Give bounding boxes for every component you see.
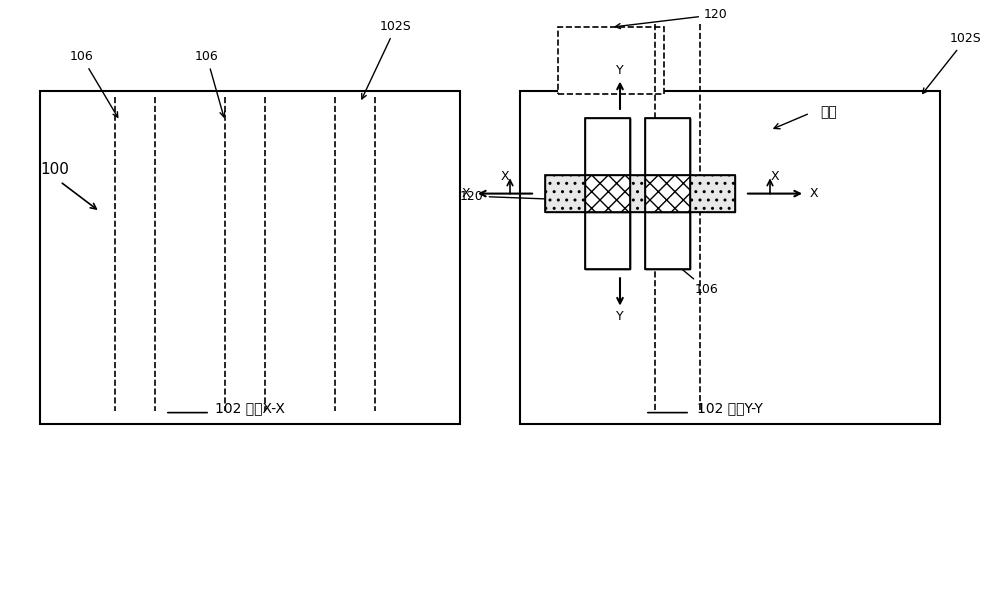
Bar [585, 175, 630, 212]
Text: Y: Y [616, 64, 624, 77]
Bar [558, 27, 664, 94]
Bar [645, 212, 690, 269]
Text: X: X [810, 187, 819, 200]
Bar [545, 175, 735, 212]
Text: 100: 100 [40, 162, 69, 177]
Text: Y: Y [616, 310, 624, 323]
Text: 120: 120 [615, 8, 728, 28]
Text: 有源: 有源 [820, 105, 837, 119]
Text: X: X [461, 187, 470, 200]
Bar [585, 212, 630, 269]
Text: 106: 106 [70, 50, 118, 117]
Text: 102S: 102S [923, 32, 982, 93]
Text: 102S: 102S [362, 20, 412, 99]
Bar [645, 118, 690, 269]
Bar [645, 118, 690, 175]
Bar [585, 118, 630, 269]
Bar [645, 175, 690, 212]
Bar [585, 118, 630, 175]
Bar [520, 91, 940, 423]
Bar [645, 118, 690, 269]
Text: 106: 106 [195, 50, 225, 117]
Text: 102 视图X-X: 102 视图X-X [215, 401, 285, 416]
Text: 102 视图Y-Y: 102 视图Y-Y [697, 401, 763, 416]
Text: X: X [771, 170, 779, 183]
Text: 120: 120 [460, 189, 561, 203]
Bar [40, 91, 460, 423]
Bar [545, 175, 735, 212]
Text: X: X [501, 170, 509, 183]
Bar [585, 118, 630, 269]
Text: 106: 106 [671, 260, 719, 296]
